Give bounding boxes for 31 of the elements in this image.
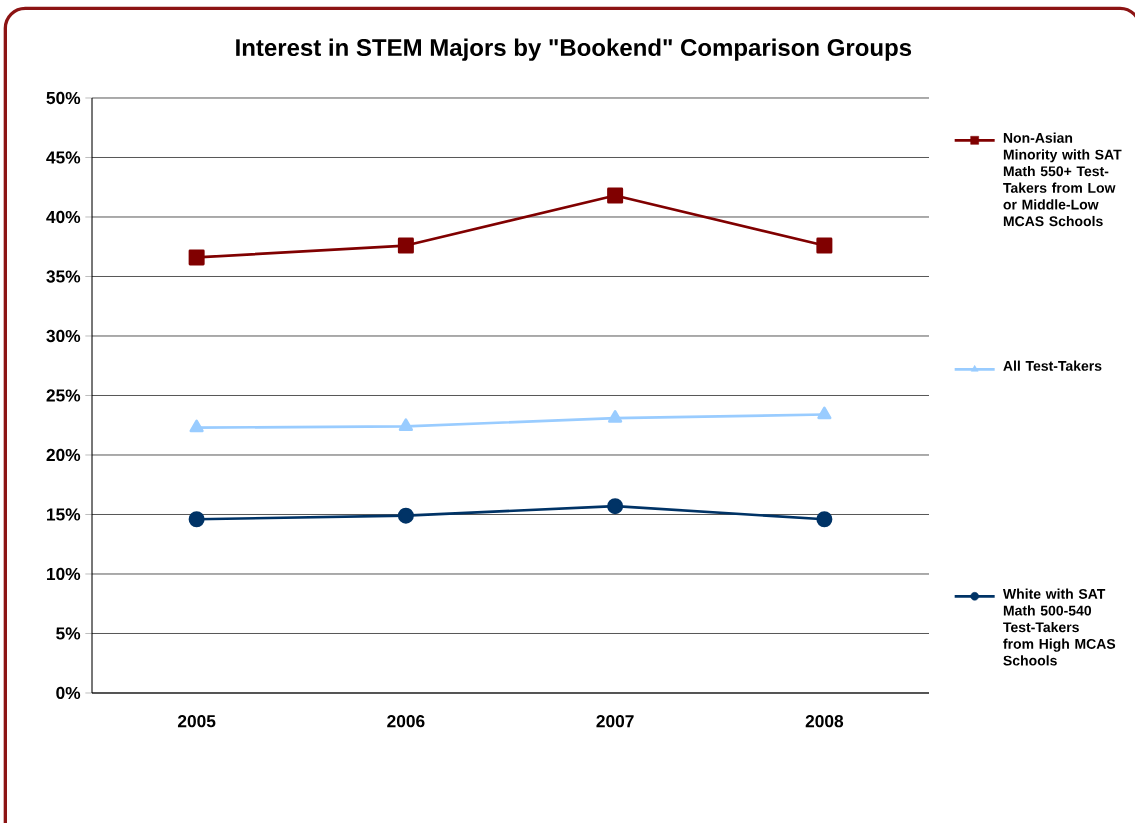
point bbox=[398, 418, 413, 432]
x-tick-label: 2007 bbox=[596, 715, 634, 728]
y-tick-label: 30% bbox=[46, 329, 81, 343]
point bbox=[189, 419, 204, 433]
y-tick-label: 35% bbox=[46, 270, 81, 283]
x-tick-label: 2005 bbox=[177, 715, 216, 728]
chart-title: Interest in STEM Majors by "Bookend" Comparison Groups bbox=[236, 38, 912, 61]
y-tick-label: 25% bbox=[46, 389, 81, 402]
point bbox=[188, 511, 205, 528]
y-tick-label: 0% bbox=[56, 686, 81, 700]
point bbox=[607, 498, 624, 515]
y-tick-label: 5% bbox=[56, 627, 81, 640]
y-tick-label: 50% bbox=[46, 91, 81, 105]
x-tick-label: 2008 bbox=[805, 715, 844, 728]
y-tick-label: 15% bbox=[47, 508, 81, 521]
point bbox=[817, 406, 832, 420]
point bbox=[816, 237, 833, 254]
y-tick-label: 20% bbox=[46, 448, 81, 462]
y-tick-label: 40% bbox=[46, 210, 81, 224]
point bbox=[816, 511, 833, 528]
point bbox=[607, 187, 624, 204]
x-tick-label: 2006 bbox=[387, 715, 425, 728]
y-tick-label: 45% bbox=[46, 151, 81, 164]
point bbox=[188, 249, 205, 266]
y-tick-label: 10% bbox=[47, 567, 81, 581]
legend-label: All Test-Takers bbox=[1003, 360, 1102, 371]
point bbox=[608, 410, 623, 423]
point bbox=[397, 507, 414, 524]
legend-label: White with SAT Math 500-540 Test-Takers from High MCAS Schools bbox=[1002, 588, 1116, 666]
point bbox=[397, 237, 414, 254]
legend-label: Non-Asian Minority with SAT Math 550+ Test-Takers from Low or Middle-Low MCAS Schools bbox=[1003, 132, 1122, 227]
